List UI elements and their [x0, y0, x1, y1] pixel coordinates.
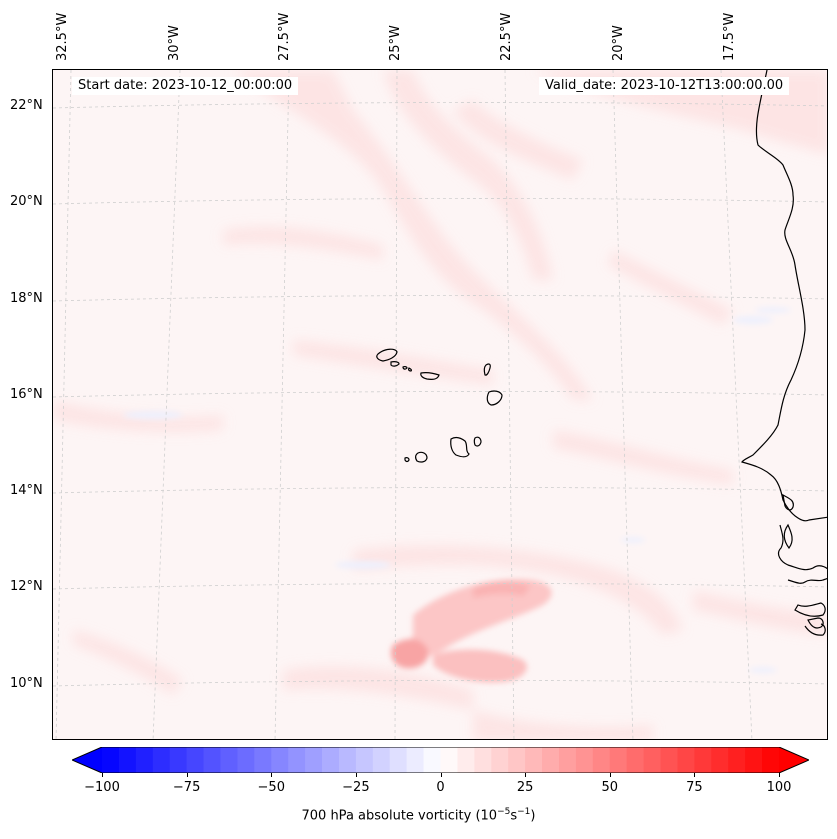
colorbar-segment	[542, 747, 560, 773]
colorbar-segment	[609, 747, 628, 773]
colorbar-segment	[728, 747, 746, 773]
colorbar-extend-min	[72, 747, 102, 773]
colorbar-segment	[660, 747, 679, 773]
colorbar-segment	[440, 747, 459, 773]
colorbar-segment	[423, 747, 442, 773]
colorbar-segment	[338, 747, 357, 773]
colorbar-segment	[237, 747, 255, 773]
colorbar-segment	[254, 747, 272, 773]
lon-label-22-5w: 22.5°W	[499, 12, 514, 61]
colorbar-segment	[271, 747, 289, 773]
colorbar-segment	[592, 747, 611, 773]
colorbar-tick-mark	[355, 773, 357, 777]
coastline	[741, 70, 827, 636]
colorbar-segment	[643, 747, 662, 773]
colorbar-segment	[745, 747, 763, 773]
colorbar-segment	[118, 747, 137, 773]
colorbar-segment	[355, 747, 374, 773]
lon-label-30w: 30°W	[167, 25, 182, 61]
graticule	[53, 70, 827, 739]
vorticity-shading-negative	[123, 307, 791, 673]
colorbar-label: 700 hPa absolute vorticity (10−5s−1)	[0, 807, 837, 823]
colorbar-tick-mark	[609, 773, 611, 777]
colorbar-tick-mark	[271, 773, 273, 777]
colorbar-tick-label: 50	[601, 780, 619, 795]
colorbar-tick-label: −25	[342, 780, 370, 795]
vorticity-shading-strong	[391, 579, 552, 683]
colorbar-tick-label: 25	[516, 780, 534, 795]
colorbar-tick-label: 0	[436, 780, 445, 795]
colorbar-tick-label: −75	[172, 780, 201, 795]
colorbar-label-exp1: −5	[497, 807, 511, 817]
colorbar-segment	[508, 747, 526, 773]
colorbar-segment	[169, 747, 188, 773]
colorbar-tick-mark	[779, 773, 780, 777]
colorbar-tick-mark	[102, 773, 103, 777]
colorbar-segment	[186, 747, 205, 773]
colorbar-label-mid: s	[510, 808, 518, 824]
colorbar-tick-label: −50	[257, 780, 285, 795]
colorbar-segment	[558, 747, 577, 773]
lat-label-14n: 14°N	[10, 483, 43, 498]
lat-label-12n: 12°N	[10, 579, 43, 594]
lat-label-18n: 18°N	[10, 291, 43, 306]
colorbar-segment	[762, 747, 780, 773]
colorbar-segment	[406, 747, 425, 773]
colorbar-segment	[491, 747, 509, 773]
start-date-label: Start date: 2023-10-12_00:00:00	[72, 77, 299, 95]
colorbar-segment	[457, 747, 475, 773]
colorbar-label-main: 700 hPa absolute vorticity (10	[301, 808, 498, 824]
map-panel	[52, 69, 828, 740]
colorbar	[72, 747, 809, 773]
lat-label-20n: 20°N	[10, 194, 43, 209]
colorbar-tick-mark	[186, 773, 188, 777]
colorbar-segment	[220, 747, 238, 773]
colorbar-segment	[677, 747, 695, 773]
valid-date-label: Valid_date: 2023-10-12T13:00:00.00	[539, 77, 790, 95]
colorbar-tick-label: −100	[84, 780, 120, 795]
colorbar-segment	[322, 747, 340, 773]
colorbar-tick-label: 75	[686, 780, 703, 795]
lon-label-17-5w: 17.5°W	[722, 12, 737, 61]
lon-label-25w: 25°W	[388, 25, 403, 61]
colorbar-segment	[288, 747, 306, 773]
colorbar-segment	[474, 747, 492, 773]
colorbar-tick-mark	[525, 773, 527, 777]
colorbar-tick-mark	[694, 773, 696, 777]
colorbar-extend-max	[779, 747, 809, 773]
colorbar-segment	[575, 747, 594, 773]
colorbar-segment	[203, 747, 222, 773]
lat-label-22n: 22°N	[10, 98, 43, 113]
vorticity-field	[53, 70, 827, 739]
colorbar-label-exp2: −1	[517, 807, 531, 817]
colorbar-segment	[152, 747, 171, 773]
colorbar-segment	[694, 747, 712, 773]
colorbar-label-end: )	[530, 808, 536, 824]
colorbar-tick-mark	[440, 773, 442, 777]
lon-label-32-5w: 32.5°W	[55, 12, 70, 61]
colorbar-segment	[525, 747, 543, 773]
lon-label-20w: 20°W	[611, 25, 626, 61]
cape-verde-islands	[376, 348, 503, 463]
lat-label-16n: 16°N	[10, 387, 43, 402]
lat-label-10n: 10°N	[10, 676, 43, 691]
colorbar-segment	[372, 747, 391, 773]
colorbar-segment	[102, 747, 120, 773]
colorbar-segment	[711, 747, 729, 773]
colorbar-segment	[389, 747, 408, 773]
colorbar-segment	[626, 747, 645, 773]
lon-label-27-5w: 27.5°W	[277, 12, 292, 61]
colorbar-tick-label: 100	[766, 780, 792, 795]
colorbar-segment	[305, 747, 323, 773]
colorbar-segment	[135, 747, 154, 773]
